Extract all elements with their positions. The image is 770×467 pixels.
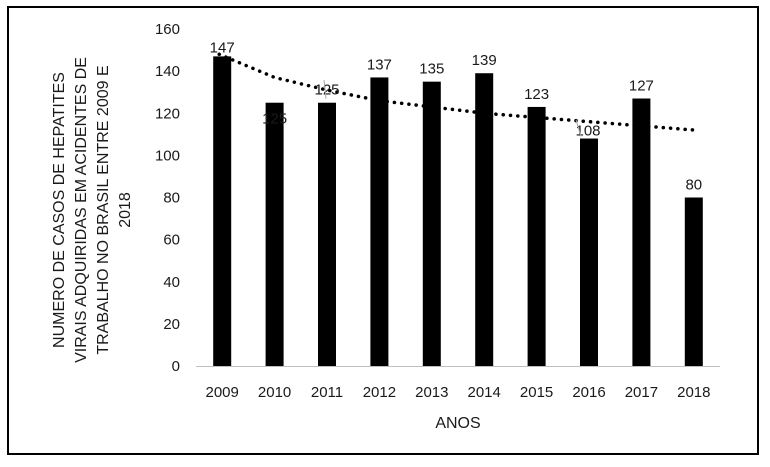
bar <box>370 77 389 366</box>
data-label: 80 <box>685 177 702 194</box>
bar <box>684 197 703 366</box>
x-tick-label: 2009 <box>206 384 239 401</box>
x-axis-title: ANOS <box>435 415 480 432</box>
trendline <box>217 52 697 132</box>
x-tick-label: 2014 <box>468 384 501 401</box>
bar <box>213 56 232 366</box>
data-label: 147 <box>210 39 235 56</box>
x-tick-label: 2016 <box>572 384 605 401</box>
bar <box>475 73 494 366</box>
bar <box>265 102 284 366</box>
data-label: 135 <box>419 61 444 78</box>
x-tick-label: 2011 <box>311 384 343 401</box>
y-axis-title-line: NUMERO DE CASOS DE HEPATITES <box>51 72 68 348</box>
y-tick-label: 160 <box>155 21 180 38</box>
data-label: 127 <box>629 78 654 95</box>
data-label: 125 <box>262 111 287 128</box>
bar <box>318 102 336 366</box>
leader-line <box>575 119 582 137</box>
y-axis-title-line: 2018 <box>117 192 134 228</box>
data-label: 137 <box>367 56 392 73</box>
x-tick-label: 2017 <box>625 384 658 401</box>
x-tick-label: 2013 <box>415 384 448 401</box>
bar <box>527 106 546 367</box>
y-tick-label: 100 <box>155 147 180 164</box>
bar <box>632 98 651 366</box>
y-axis-title: NUMERO DE CASOS DE HEPATITES VIRAIS ADQUI… <box>51 57 134 363</box>
x-tick-label: 2012 <box>363 384 396 401</box>
y-axis-title-line: VIRAIS ADQUIRIDAS EM ACIDENTES DE <box>73 57 90 363</box>
y-tick-label: 0 <box>172 358 180 375</box>
data-label: 123 <box>524 86 549 103</box>
data-label: 139 <box>472 52 497 69</box>
x-tick-label: 2010 <box>258 384 291 401</box>
bar <box>580 138 598 366</box>
y-tick-label: 60 <box>163 232 180 249</box>
y-tick-label: 80 <box>163 190 180 207</box>
x-tick-label: 2015 <box>520 384 553 401</box>
y-tick-label: 40 <box>163 274 180 291</box>
data-label: 125 <box>314 82 339 99</box>
y-tick-label: 20 <box>163 316 180 333</box>
y-tick-label: 140 <box>155 63 180 80</box>
data-label: 108 <box>575 123 600 140</box>
y-tick-label: 120 <box>155 105 180 122</box>
bar <box>422 81 441 366</box>
x-tick-label: 2018 <box>677 384 710 401</box>
y-axis-title-line: TRABALHO NO BRASIL ENTRE 2009 E <box>95 65 112 354</box>
leader-line <box>323 80 327 99</box>
